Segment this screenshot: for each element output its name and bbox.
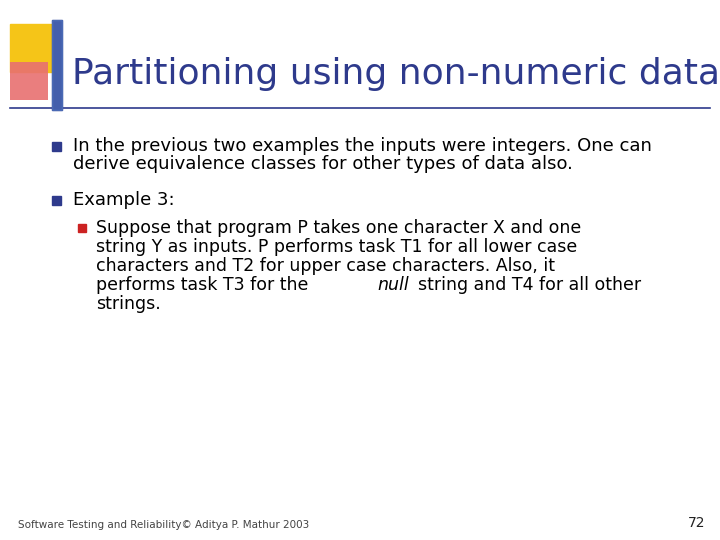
Text: 72: 72: [688, 516, 705, 530]
Text: Partitioning using non-numeric data: Partitioning using non-numeric data: [72, 57, 720, 91]
Text: performs task T3 for the: performs task T3 for the: [96, 276, 314, 294]
Text: Suppose that program P takes one character X and one: Suppose that program P takes one charact…: [96, 219, 581, 237]
Text: Example 3:: Example 3:: [73, 191, 175, 209]
Text: characters and T2 for upper case characters. Also, it: characters and T2 for upper case charact…: [96, 257, 555, 275]
Text: derive equivalence classes for other types of data also.: derive equivalence classes for other typ…: [73, 155, 573, 173]
Bar: [10, 62, 48, 100]
Bar: [52, 142, 61, 151]
Bar: [78, 224, 86, 232]
Text: string Y as inputs. P performs task T1 for all lower case: string Y as inputs. P performs task T1 f…: [96, 238, 577, 256]
Bar: [52, 20, 62, 110]
Bar: [52, 196, 61, 205]
Bar: [52, 20, 62, 110]
Bar: [10, 24, 58, 72]
Text: strings.: strings.: [96, 295, 161, 313]
Text: null: null: [377, 276, 409, 294]
Text: string and T4 for all other: string and T4 for all other: [418, 276, 642, 294]
Text: In the previous two examples the inputs were integers. One can: In the previous two examples the inputs …: [73, 137, 652, 155]
Text: Software Testing and Reliability© Aditya P. Mathur 2003: Software Testing and Reliability© Aditya…: [18, 520, 310, 530]
